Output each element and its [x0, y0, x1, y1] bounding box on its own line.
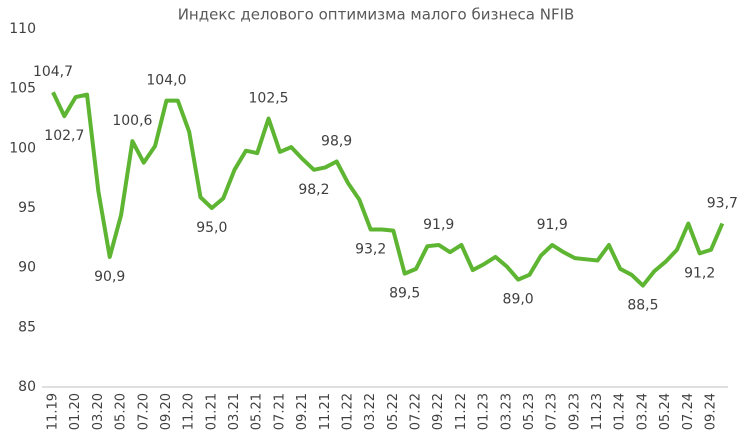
x-tick-label: 05.21 — [250, 393, 265, 430]
y-tick-label: 80 — [18, 379, 36, 395]
x-tick-label: 07.21 — [272, 393, 287, 430]
data-label: 104,0 — [146, 73, 186, 89]
data-label: 91,9 — [423, 217, 454, 233]
data-label: 104,7 — [33, 64, 73, 80]
x-tick-label: 07.22 — [409, 393, 424, 430]
x-tick-label: 03.20 — [91, 393, 106, 430]
y-tick-label: 95 — [18, 200, 36, 216]
data-label: 98,9 — [321, 133, 352, 149]
y-tick-label: 100 — [9, 140, 36, 156]
x-tick-label: 09.24 — [704, 393, 719, 430]
x-tick-label: 07.20 — [136, 393, 151, 430]
x-tick-label: 03.24 — [635, 393, 650, 430]
x-tick-label: 09.20 — [159, 393, 174, 430]
x-tick-label: 03.23 — [499, 393, 514, 430]
y-tick-label: 110 — [9, 21, 36, 37]
data-label: 93,2 — [355, 241, 386, 257]
data-label: 102,7 — [44, 128, 84, 144]
x-tick-label: 11.22 — [454, 393, 469, 430]
data-label: 90,9 — [94, 269, 125, 285]
x-tick-label: 01.23 — [477, 393, 492, 430]
x-tick-label: 07.24 — [681, 393, 696, 430]
x-tick-label: 09.23 — [567, 393, 582, 430]
x-tick-label: 01.20 — [68, 393, 83, 430]
x-tick-label: 03.21 — [227, 393, 242, 430]
x-tick-label: 05.23 — [522, 393, 537, 430]
data-label: 98,2 — [298, 182, 329, 198]
x-tick-label: 03.22 — [363, 393, 378, 430]
chart-title: Индекс делового оптимизма малого бизнеса… — [178, 6, 575, 24]
data-label: 88,5 — [627, 298, 658, 314]
x-tick-label: 05.24 — [658, 393, 673, 430]
x-tick-label: 07.23 — [545, 393, 560, 430]
x-tick-label: 11.20 — [182, 393, 197, 430]
x-tick-label: 01.22 — [340, 393, 355, 430]
data-label: 91,9 — [537, 217, 568, 233]
data-label: 91,2 — [684, 265, 715, 281]
data-label: 102,5 — [249, 91, 289, 107]
x-tick-label: 05.22 — [386, 393, 401, 430]
x-tick-label: 05.20 — [114, 393, 129, 430]
data-label: 100,6 — [112, 113, 152, 129]
x-tick-label: 01.24 — [613, 393, 628, 430]
x-tick-label: 01.21 — [204, 393, 219, 430]
data-label: 89,5 — [389, 286, 420, 302]
y-tick-label: 105 — [9, 81, 36, 97]
data-line — [51, 91, 725, 288]
y-tick-label: 90 — [18, 260, 36, 276]
x-tick-label: 11.19 — [46, 393, 61, 430]
x-tick-label: 09.22 — [431, 393, 446, 430]
y-tick-label: 85 — [18, 319, 36, 335]
data-label: 93,7 — [707, 196, 738, 212]
x-tick-label: 11.21 — [318, 393, 333, 430]
x-tick-label: 11.23 — [590, 393, 605, 430]
x-tick-label: 09.21 — [295, 393, 310, 430]
data-label: 89,0 — [503, 292, 534, 308]
data-label: 95,0 — [196, 220, 227, 236]
